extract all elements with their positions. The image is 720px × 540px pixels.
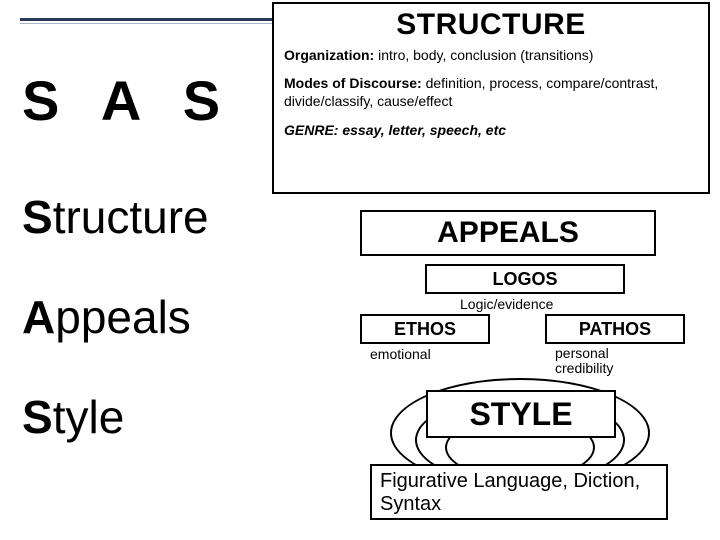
structure-org: Organization: intro, body, conclusion (t… — [284, 46, 698, 64]
org-text: intro, body, conclusion (transitions) — [374, 47, 593, 63]
side-structure: Structure — [22, 190, 209, 244]
figurative-box: Figurative Language, Diction, Syntax — [370, 464, 668, 520]
side-appeals-rest: ppeals — [55, 291, 191, 343]
emotional-label: emotional — [370, 346, 431, 362]
sas-acronym: S A S — [22, 68, 234, 133]
side-structure-rest: tructure — [53, 191, 209, 243]
ethos-box: ETHOS — [360, 314, 490, 344]
side-style: Style — [22, 390, 124, 444]
structure-genre: GENRE: essay, letter, speech, etc — [284, 121, 698, 139]
logic-evidence-label: Logic/evidence — [460, 296, 553, 312]
side-appeals-first: A — [22, 291, 55, 343]
credibility-label: personalcredibility — [555, 346, 613, 377]
style-title-box: STYLE — [426, 390, 616, 438]
structure-title: STRUCTURE — [284, 8, 698, 42]
genre-label: GENRE: — [284, 122, 338, 138]
side-style-first: S — [22, 391, 53, 443]
org-label: Organization: — [284, 47, 374, 63]
side-appeals: Appeals — [22, 290, 191, 344]
structure-box: STRUCTURE Organization: intro, body, con… — [272, 2, 710, 194]
side-structure-first: S — [22, 191, 53, 243]
genre-text: essay, letter, speech, etc — [338, 122, 506, 138]
logos-box: LOGOS — [425, 264, 625, 294]
credibility-text: personalcredibility — [555, 345, 613, 376]
appeals-title-box: APPEALS — [360, 210, 656, 256]
structure-modes: Modes of Discourse: definition, process,… — [284, 74, 698, 110]
side-style-rest: tyle — [53, 391, 125, 443]
pathos-box: PATHOS — [545, 314, 685, 344]
modes-label: Modes of Discourse: — [284, 75, 422, 91]
